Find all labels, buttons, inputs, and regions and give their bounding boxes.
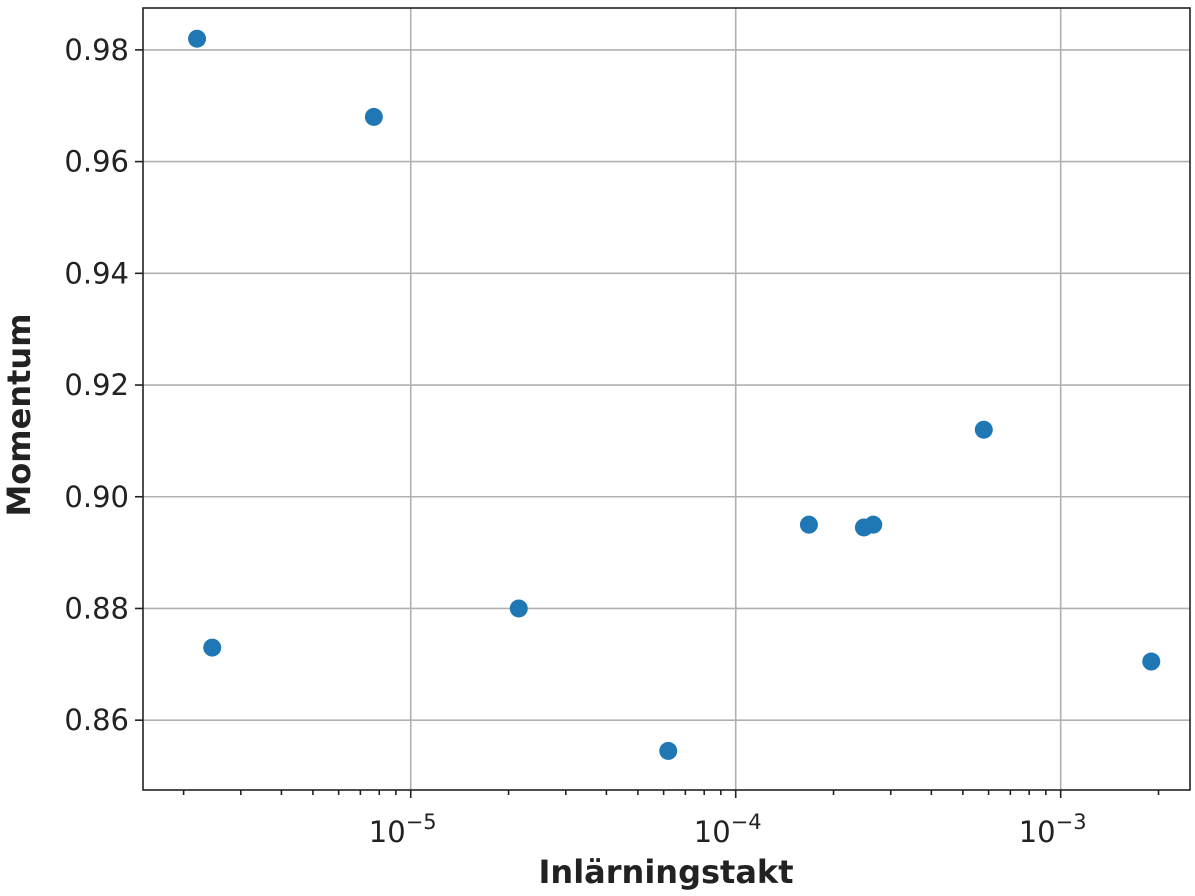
- y-tick-label: 0.86: [64, 703, 129, 737]
- y-tick-label: 0.92: [64, 368, 129, 402]
- data-point: [659, 741, 678, 760]
- x-tick-label-exponent: −3: [1056, 810, 1087, 834]
- x-tick-label-exponent: −5: [406, 810, 437, 834]
- grid: [143, 8, 1190, 790]
- x-tick-label: 10−4: [694, 810, 762, 849]
- y-axis-label: Momentum: [0, 313, 38, 516]
- data-point: [1142, 652, 1161, 671]
- x-tick-label: 10−5: [369, 810, 437, 849]
- data-point: [509, 599, 528, 618]
- y-tick-label: 0.96: [64, 145, 129, 179]
- x-tick-label-exponent: −4: [731, 810, 762, 834]
- y-tick-label: 0.98: [64, 33, 129, 67]
- data-point: [799, 515, 818, 534]
- data-point: [864, 515, 883, 534]
- x-tick-label: 10−3: [1019, 810, 1087, 849]
- x-tick-label-base: 10: [694, 815, 731, 849]
- y-tick-label: 0.94: [64, 256, 129, 290]
- data-point: [974, 420, 993, 439]
- data-points: [188, 29, 1161, 760]
- ticks: [135, 49, 1160, 798]
- plot-area-frame: [142, 7, 1191, 791]
- x-axis-label: Inlärningstakt: [539, 853, 794, 891]
- x-tick-label-base: 10: [369, 815, 406, 849]
- y-tick-label: 0.90: [64, 480, 129, 514]
- data-point: [203, 638, 222, 657]
- data-point: [364, 107, 383, 126]
- y-tick-label: 0.88: [64, 591, 129, 625]
- x-tick-label-base: 10: [1019, 815, 1056, 849]
- data-point: [188, 29, 207, 48]
